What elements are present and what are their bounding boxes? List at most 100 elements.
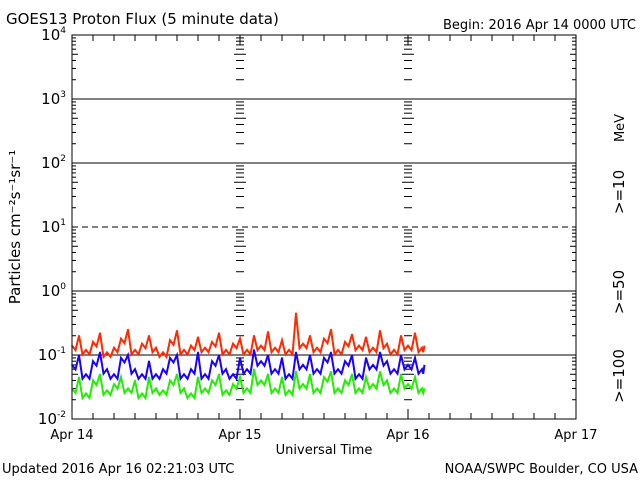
- data-point: [162, 351, 164, 354]
- data-point: [379, 370, 381, 373]
- data-point: [218, 354, 220, 356]
- data-point: [365, 357, 367, 359]
- data-point: [386, 342, 388, 345]
- data-point: [127, 328, 129, 331]
- data-point: [386, 379, 388, 382]
- data-point: [141, 392, 143, 395]
- data-point: [274, 346, 276, 349]
- data-point: [134, 368, 136, 370]
- data-point: [197, 336, 199, 338]
- data-point: [358, 387, 360, 390]
- series-lines: [71, 312, 426, 401]
- data-point: [372, 346, 374, 349]
- data-point: [323, 376, 325, 378]
- data-point: [309, 334, 311, 337]
- data-point: [197, 376, 199, 378]
- data-point: [183, 349, 185, 351]
- data-point: [330, 370, 332, 373]
- data-point: [218, 332, 220, 334]
- data-point: [113, 383, 115, 385]
- data-point: [78, 334, 80, 337]
- data-point: [253, 368, 255, 370]
- data-point: [127, 387, 129, 390]
- unit-label: MeV: [613, 114, 628, 142]
- data-point: [141, 342, 143, 345]
- data-point: [113, 346, 115, 349]
- axis-ticks: [71, 35, 577, 419]
- data-point: [78, 376, 80, 378]
- data-point: [414, 357, 416, 359]
- data-point: [414, 376, 416, 378]
- data-point: [106, 351, 108, 354]
- data-point: [351, 373, 353, 376]
- data-point: [358, 344, 360, 347]
- data-point: [316, 368, 318, 370]
- data-point: [225, 368, 227, 370]
- data-point: [225, 389, 227, 392]
- y-tick-label: 104: [41, 26, 66, 44]
- data-point: [316, 346, 318, 349]
- data-point: [204, 346, 206, 349]
- data-point: [267, 331, 269, 333]
- data-point: [190, 344, 192, 347]
- data-point: [148, 360, 150, 363]
- y-tick-label: 103: [41, 90, 66, 108]
- data-point: [323, 357, 325, 359]
- data-point: [330, 328, 332, 331]
- data-point: [253, 349, 255, 351]
- data-point: [365, 336, 367, 338]
- data-point: [421, 387, 423, 390]
- data-point: [169, 379, 171, 382]
- data-point: [400, 354, 402, 356]
- data-point: [414, 332, 416, 334]
- data-point: [274, 387, 276, 390]
- data-point: [134, 379, 136, 382]
- series-line-0: [71, 313, 426, 360]
- data-point: [232, 342, 234, 345]
- data-point: [330, 351, 332, 354]
- data-point: [106, 368, 108, 370]
- data-point: [78, 354, 80, 356]
- data-point: [218, 373, 220, 376]
- data-point: [393, 387, 395, 390]
- data-point: [99, 373, 101, 376]
- data-point: [407, 383, 409, 385]
- data-point: [281, 357, 283, 359]
- chart-title: GOES13 Proton Flux (5 minute data): [6, 10, 279, 28]
- begin-label: Begin: 2016 Apr 14 0000 UTC: [443, 18, 636, 33]
- data-point: [316, 387, 318, 390]
- y-tick-label: 101: [41, 218, 66, 236]
- data-point: [407, 344, 409, 347]
- legend-ge100: >=100: [610, 349, 628, 403]
- data-point: [302, 383, 304, 385]
- data-point: [288, 373, 290, 376]
- data-point: [372, 364, 374, 366]
- data-point: [204, 387, 206, 390]
- data-point: [106, 389, 108, 392]
- data-point: [246, 368, 248, 370]
- source-label: NOAA/SWPC Boulder, CO USA: [445, 462, 638, 477]
- data-point: [85, 349, 87, 351]
- updated-timestamp: Updated 2016 Apr 16 02:21:03 UTC: [2, 462, 234, 477]
- data-point: [281, 339, 283, 342]
- data-point: [190, 368, 192, 370]
- data-point: [337, 368, 339, 370]
- data-point: [239, 376, 241, 378]
- x-tick-label: Apr 15: [218, 428, 261, 443]
- y-tick-label: 10-2: [38, 410, 66, 428]
- data-point: [379, 351, 381, 354]
- series-line-2: [71, 368, 426, 401]
- data-point: [211, 341, 213, 343]
- data-point: [288, 349, 290, 351]
- data-point: [372, 383, 374, 385]
- legend-ge50: >=50: [610, 270, 628, 314]
- data-point: [120, 337, 122, 340]
- data-point: [260, 360, 262, 363]
- data-point: [169, 357, 171, 359]
- data-point: [148, 334, 150, 337]
- data-point: [344, 379, 346, 382]
- x-tick-label: Apr 17: [554, 428, 597, 443]
- data-point: [169, 339, 171, 342]
- data-point: [260, 344, 262, 347]
